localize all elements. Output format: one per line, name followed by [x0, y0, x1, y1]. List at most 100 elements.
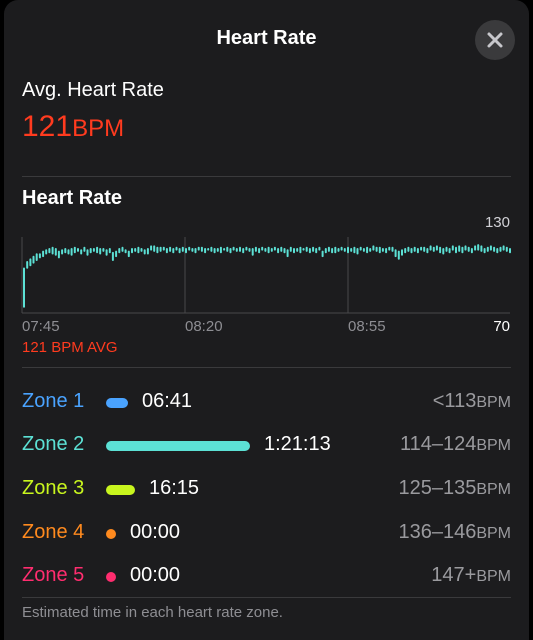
chart-bar [337, 248, 340, 252]
divider [22, 176, 511, 177]
chart-bar [188, 246, 191, 251]
zone-name: Zone 1 [22, 390, 85, 412]
chart-bar [493, 246, 496, 252]
zone-range-value: 125–135 [398, 477, 477, 499]
chart-bar [353, 246, 356, 254]
zone-row: Zone 4 00:00 136–146BPM [0, 519, 533, 549]
chart-bar [350, 248, 353, 252]
chart-bar [261, 246, 264, 251]
chart-bar [445, 246, 448, 252]
zone-dot [106, 572, 116, 582]
chart-bar [118, 248, 121, 254]
chart-bar [420, 246, 423, 251]
chart-bar [280, 246, 283, 252]
chart-bar [299, 246, 302, 254]
chart-bar [226, 246, 229, 252]
chart-bar [426, 248, 429, 254]
chart-bar [140, 248, 143, 252]
chart-bar [96, 246, 99, 254]
zone-time: 1:21:13 [264, 433, 331, 455]
chart-bar [111, 251, 114, 261]
chart-bar [175, 246, 178, 251]
zone-bar [106, 441, 250, 451]
chart-bar [416, 248, 419, 254]
chart-bar [369, 248, 372, 252]
chart-bar [229, 248, 232, 254]
chart-bar [378, 246, 381, 254]
chart-bar [258, 248, 261, 254]
chart-bar [57, 250, 60, 259]
chart-bar [302, 248, 305, 251]
chart-bar [458, 245, 461, 252]
chart-bar [270, 248, 273, 252]
chart-bar [194, 248, 197, 254]
chart-bar [474, 245, 477, 251]
chart-bar [293, 248, 295, 254]
chart-bar [127, 250, 130, 258]
chart-bar [464, 245, 467, 251]
chart-bar [327, 246, 330, 252]
chart-bar [204, 248, 207, 254]
chart-bar [77, 248, 79, 252]
zone-time: 06:41 [142, 390, 193, 412]
chart-bar [102, 248, 105, 252]
avg-heart-rate-value: 121BPM [22, 112, 124, 142]
chart-bar [159, 246, 162, 252]
avg-heart-rate-unit: BPM [72, 115, 125, 142]
chart-bar [283, 248, 286, 254]
chart-bar [200, 246, 203, 252]
chart-bar [388, 246, 391, 251]
chart-bar [108, 248, 111, 254]
chart-bar [455, 246, 457, 254]
chart-bar [448, 248, 451, 254]
chart-bar [26, 261, 29, 269]
chart-bar [315, 248, 318, 254]
chart-bar [245, 246, 248, 251]
chart-bar [467, 246, 470, 252]
chart-bar [480, 245, 483, 252]
zone-range-value: <113 [432, 390, 477, 412]
chart-bar [347, 246, 349, 254]
chart-bar [92, 248, 95, 252]
chart-bar [404, 248, 407, 254]
chart-bar [375, 246, 378, 252]
chart-bar [61, 249, 64, 255]
chart-bar [423, 246, 426, 252]
zone-range: 147+BPM [431, 564, 511, 587]
chart-bar [359, 246, 362, 251]
chart-bar [413, 246, 416, 252]
zone-row: Zone 5 00:00 147+BPM [0, 562, 533, 592]
x-tick-label: 08:20 [185, 318, 223, 335]
chart-bar [496, 248, 499, 254]
zone-time: 16:15 [149, 477, 200, 499]
chart-bar [477, 244, 480, 251]
chart-bar [178, 248, 181, 254]
chart-bar [45, 249, 48, 255]
zone-row: Zone 3 16:15 125–135BPM [0, 475, 533, 505]
chart-bar [64, 248, 67, 254]
chart-bar [86, 249, 89, 256]
zone-name: Zone 3 [22, 477, 85, 499]
chart-bar [308, 248, 311, 254]
zone-name: Zone 2 [22, 433, 85, 455]
chart-bar [391, 246, 394, 252]
chart-bar [54, 248, 57, 256]
chart-bar [216, 248, 219, 252]
chart-bar [499, 246, 502, 252]
chart-bar [385, 248, 388, 254]
avg-heart-rate-label: Avg. Heart Rate [22, 79, 164, 101]
chart-bar [331, 248, 334, 254]
chart-bar [191, 248, 194, 252]
chart-bar [156, 246, 159, 254]
chart-bar [235, 248, 238, 252]
close-button[interactable] [475, 20, 515, 60]
chart-bar [32, 255, 35, 264]
chart-bar [169, 246, 172, 252]
chart-bar [343, 248, 346, 252]
chart-bar [131, 248, 133, 254]
chart-bar [442, 248, 445, 255]
chart-bar [99, 248, 102, 255]
chart-bar [73, 246, 76, 254]
chart-bar [134, 248, 137, 252]
chart-bar [312, 246, 315, 252]
